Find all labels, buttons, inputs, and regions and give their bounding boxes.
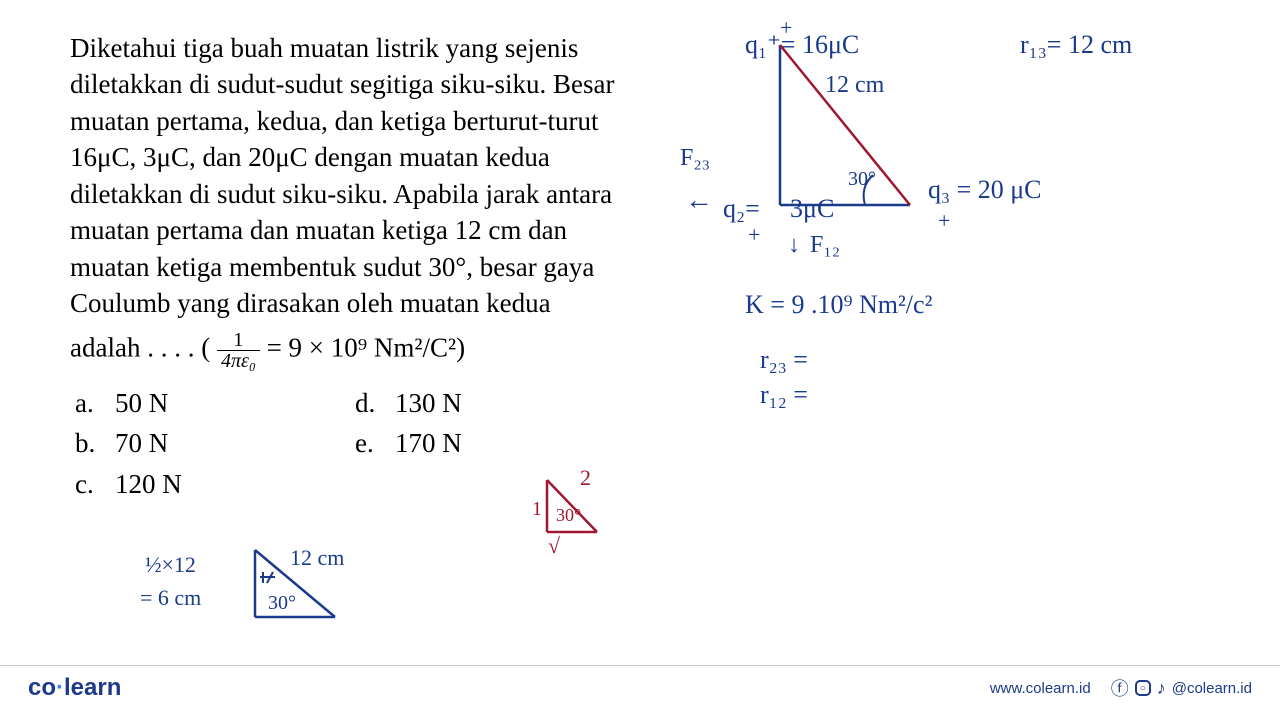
hw-q2: q₂=: [723, 194, 760, 224]
hw-f23: F₂₃: [680, 145, 710, 172]
option-d: d.130 N: [350, 383, 630, 424]
problem-line5: diletakkan di sudut siku-siku. Apabila j…: [70, 179, 612, 209]
hw-tri-2: 2: [580, 465, 591, 491]
hw-calc-30: 30°: [268, 592, 296, 615]
main-triangle-sketch: [760, 35, 960, 235]
social-icons: ⓕ ○ ♪ @colearn.id: [1111, 675, 1252, 701]
option-b: b.70 N: [70, 423, 350, 464]
instagram-icon: ○: [1135, 680, 1151, 696]
problem-line1: Diketahui tiga buah muatan listrik yang …: [70, 33, 578, 63]
problem-line7: muatan ketiga membentuk sudut 30°, besar…: [70, 252, 594, 282]
facebook-icon: ⓕ: [1111, 675, 1129, 701]
formula: adalah . . . . ( 1 4πε₀ = 9 × 10⁹ Nm²/C²…: [70, 330, 670, 371]
footer-url: www.colearn.id: [990, 680, 1091, 697]
hw-calc-6cm: = 6 cm: [140, 585, 201, 611]
hw-arrow-down: ↓: [788, 232, 800, 259]
option-e: e.170 N: [350, 423, 630, 464]
hw-plus-q2: +: [748, 222, 760, 248]
footer: co·learn www.colearn.id ⓕ ○ ♪ @colearn.i…: [0, 665, 1280, 710]
problem-line2: diletakkan di sudut-sudut segitiga siku-…: [70, 69, 614, 99]
option-a: a.50 N: [70, 383, 350, 424]
problem-line4: 16μC, 3μC, dan 20μC dengan muatan kedua: [70, 142, 550, 172]
footer-handle: @colearn.id: [1172, 680, 1252, 697]
hw-tri-30: 30°: [556, 505, 581, 526]
problem-line3: muatan pertama, kedua, dan ketiga bertur…: [70, 106, 599, 136]
hw-tri-sqrt: √: [548, 533, 560, 559]
tiktok-icon: ♪: [1157, 678, 1166, 699]
option-c: c.120 N: [70, 464, 350, 505]
logo: co·learn: [28, 674, 121, 702]
hw-f12: F₁₂: [810, 232, 840, 259]
hw-calc-half: ½×12: [145, 552, 196, 578]
hw-tri-1: 1: [532, 498, 542, 521]
hw-r12: r₁₂ =: [760, 380, 808, 410]
hw-arrow-left: ←: [685, 185, 713, 217]
hw-r23: r₂₃ =: [760, 345, 808, 375]
hw-r13: r₁₃= 12 cm: [1020, 30, 1132, 60]
hw-k-formula: K = 9 .10⁹ Nm²/c²: [745, 290, 932, 320]
hw-calc-12cm: 12 cm: [290, 545, 344, 571]
problem-line8: Coulumb yang dirasakan oleh muatan kedua: [70, 288, 551, 318]
problem-line6: muatan pertama dan muatan ketiga 12 cm d…: [70, 215, 567, 245]
